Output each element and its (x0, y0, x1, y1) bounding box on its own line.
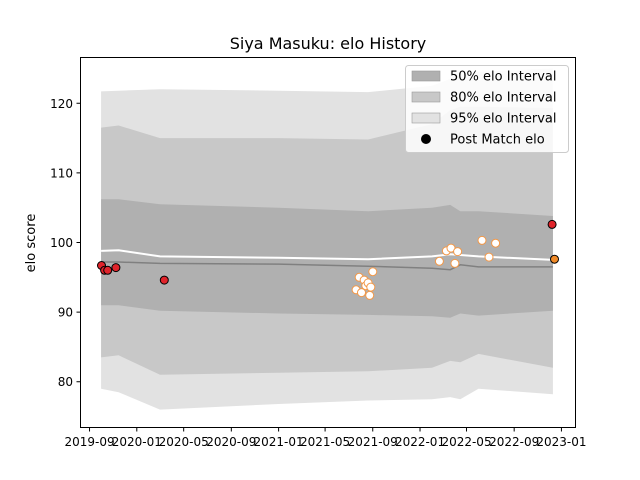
match-point (453, 247, 463, 257)
x-tick-label: 2020-01 (112, 435, 162, 449)
mean-line (101, 249, 553, 261)
legend-marker (421, 134, 431, 144)
x-axis: 2019-092020-012020-052020-092021-012021-… (64, 427, 587, 449)
x-tick-label: 2023-01 (536, 435, 586, 449)
match-point (491, 238, 501, 248)
match-point (368, 267, 378, 277)
match-point (477, 235, 487, 245)
match-points (97, 219, 559, 300)
legend-swatch (411, 70, 441, 82)
x-tick-label: 2019-09 (64, 435, 114, 449)
x-tick-label: 2022-05 (441, 435, 491, 449)
match-point (550, 254, 559, 264)
match-point (366, 282, 376, 292)
plot-area (97, 68, 559, 410)
x-tick-label: 2020-05 (159, 435, 209, 449)
match-point (365, 290, 375, 300)
x-tick-label: 2021-09 (348, 435, 398, 449)
legend-box (405, 65, 569, 153)
interval-bands (101, 68, 553, 410)
match-point (111, 263, 121, 273)
y-tick-label: 110 (50, 166, 73, 180)
legend-label: 50% elo Interval (450, 70, 557, 85)
y-tick-label: 90 (58, 306, 73, 320)
y-axis: 80 90 100 110 120 (50, 97, 81, 389)
match-point (434, 256, 444, 266)
trend-lines (101, 249, 553, 271)
chart-title: Siya Masuku: elo History (230, 34, 427, 53)
x-tick-label: 2022-01 (395, 435, 445, 449)
y-axis-label: elo score (24, 214, 39, 273)
match-point (450, 258, 460, 268)
match-point (484, 252, 494, 262)
x-tick-label: 2021-05 (300, 435, 350, 449)
x-tick-label: 2022-09 (489, 435, 539, 449)
match-point (547, 219, 557, 229)
y-tick-label: 80 (58, 375, 73, 389)
y-tick-label: 100 (50, 236, 73, 250)
legend-label: Post Match elo (450, 133, 545, 148)
legend: 50% elo Interval 80% elo Interval 95% elo … (405, 65, 569, 153)
legend-label: 95% elo Interval (450, 112, 557, 127)
legend-swatch (411, 91, 441, 103)
match-point (357, 288, 366, 298)
legend-label: 80% elo Interval (450, 91, 557, 106)
median-line (101, 261, 553, 271)
legend-swatch (411, 112, 441, 124)
x-tick-label: 2020-09 (206, 435, 256, 449)
match-point (159, 275, 169, 285)
y-tick-label: 120 (50, 97, 73, 111)
match-point (103, 265, 113, 275)
x-tick-label: 2021-01 (254, 435, 304, 449)
